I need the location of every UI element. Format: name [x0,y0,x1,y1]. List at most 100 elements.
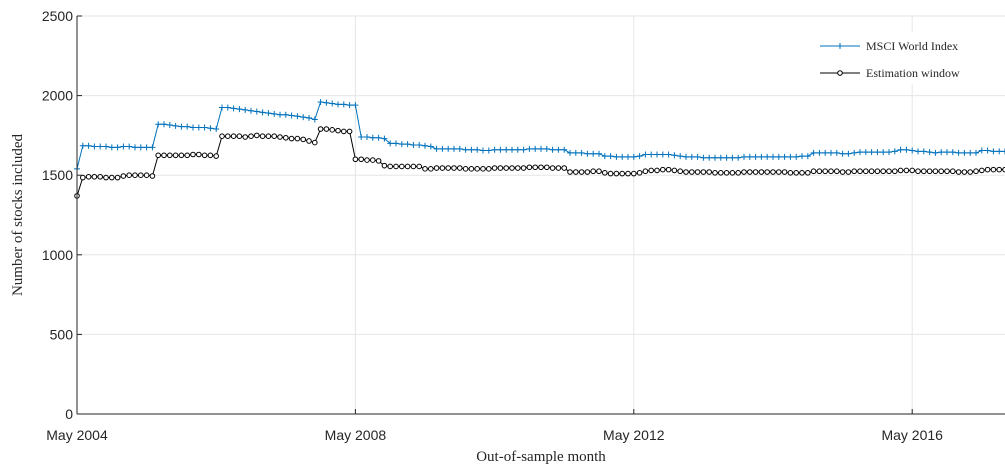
data-point [590,150,597,157]
data-point [1002,148,1005,155]
data-point [520,165,527,171]
data-point [288,112,295,119]
legend-entry-estimation-window: Estimation window [820,66,960,80]
data-point [445,165,452,171]
data-point [636,170,643,176]
data-point [126,143,133,150]
data-point [938,168,945,175]
data-point [474,166,481,172]
axes [76,15,1005,415]
data-point [746,153,753,160]
grid-lines [77,15,1005,414]
data-point [921,168,927,175]
data-point [474,146,481,153]
data-point [596,168,602,175]
data-point [955,169,962,175]
data-point [729,154,736,161]
data-point [775,153,782,160]
data-point [787,170,794,176]
data-point [654,151,660,158]
data-point [323,99,330,106]
data-point [607,170,614,177]
data-point [793,153,800,160]
data-point [578,149,585,156]
data-point [648,151,655,158]
data-point [114,174,121,181]
data-point [810,149,817,156]
data-point [346,102,353,109]
data-point [613,153,620,160]
data-point [491,146,498,153]
data-point [300,114,307,121]
legend-marker-glyph [837,43,843,49]
data-point [480,166,486,172]
data-point [190,151,196,158]
data-point [822,168,829,175]
data-point [178,152,185,159]
data-point [729,170,736,176]
data-point [973,168,979,175]
data-point [839,150,846,157]
data-point [161,152,167,159]
data-point [602,170,608,176]
data-point [149,173,156,179]
series-layer [74,98,1005,199]
data-point [607,153,614,160]
data-point [497,165,504,171]
legend-label-estimation-window: Estimation window [866,66,960,80]
data-point [944,168,950,175]
data-point [810,168,817,175]
data-point [920,148,927,155]
data-point [85,173,92,180]
data-point [520,146,527,153]
data-point [265,110,272,117]
data-point [404,163,411,170]
data-point [636,153,643,160]
data-point [932,149,939,156]
data-point [120,173,127,179]
data-point [654,167,660,174]
data-point [225,133,231,139]
data-point [874,168,881,175]
data-point [399,163,405,170]
data-point [700,169,707,175]
data-point [271,110,278,117]
data-point [880,149,887,156]
data-point [631,170,637,177]
data-point [207,125,214,132]
data-point [915,168,921,175]
data-point [874,149,881,156]
legend: MSCI World Index Estimation window [812,32,994,84]
data-point [230,105,237,112]
data-point [462,146,469,153]
data-point [549,165,556,171]
data-point [172,122,179,129]
data-point [735,170,742,176]
data-point [544,164,550,171]
data-point [758,169,765,175]
data-point [903,167,910,174]
data-point [828,168,834,175]
data-point [718,170,724,176]
data-point [439,165,446,171]
data-point [155,152,161,159]
data-point [109,174,115,181]
data-point [248,133,254,139]
legend-marker-estimation-window [837,70,843,76]
data-point [944,149,950,156]
data-point [915,148,921,155]
data-point [805,170,811,176]
data-point [503,165,510,171]
data-point [688,153,695,160]
data-point [619,170,626,177]
data-point [103,143,109,150]
data-point [706,154,713,161]
data-point [625,153,631,160]
data-point [340,101,347,108]
data-point [451,165,457,171]
data-point [671,152,678,159]
data-point [416,163,423,170]
data-point [352,156,359,163]
data-point [120,143,127,150]
data-point [642,168,649,175]
